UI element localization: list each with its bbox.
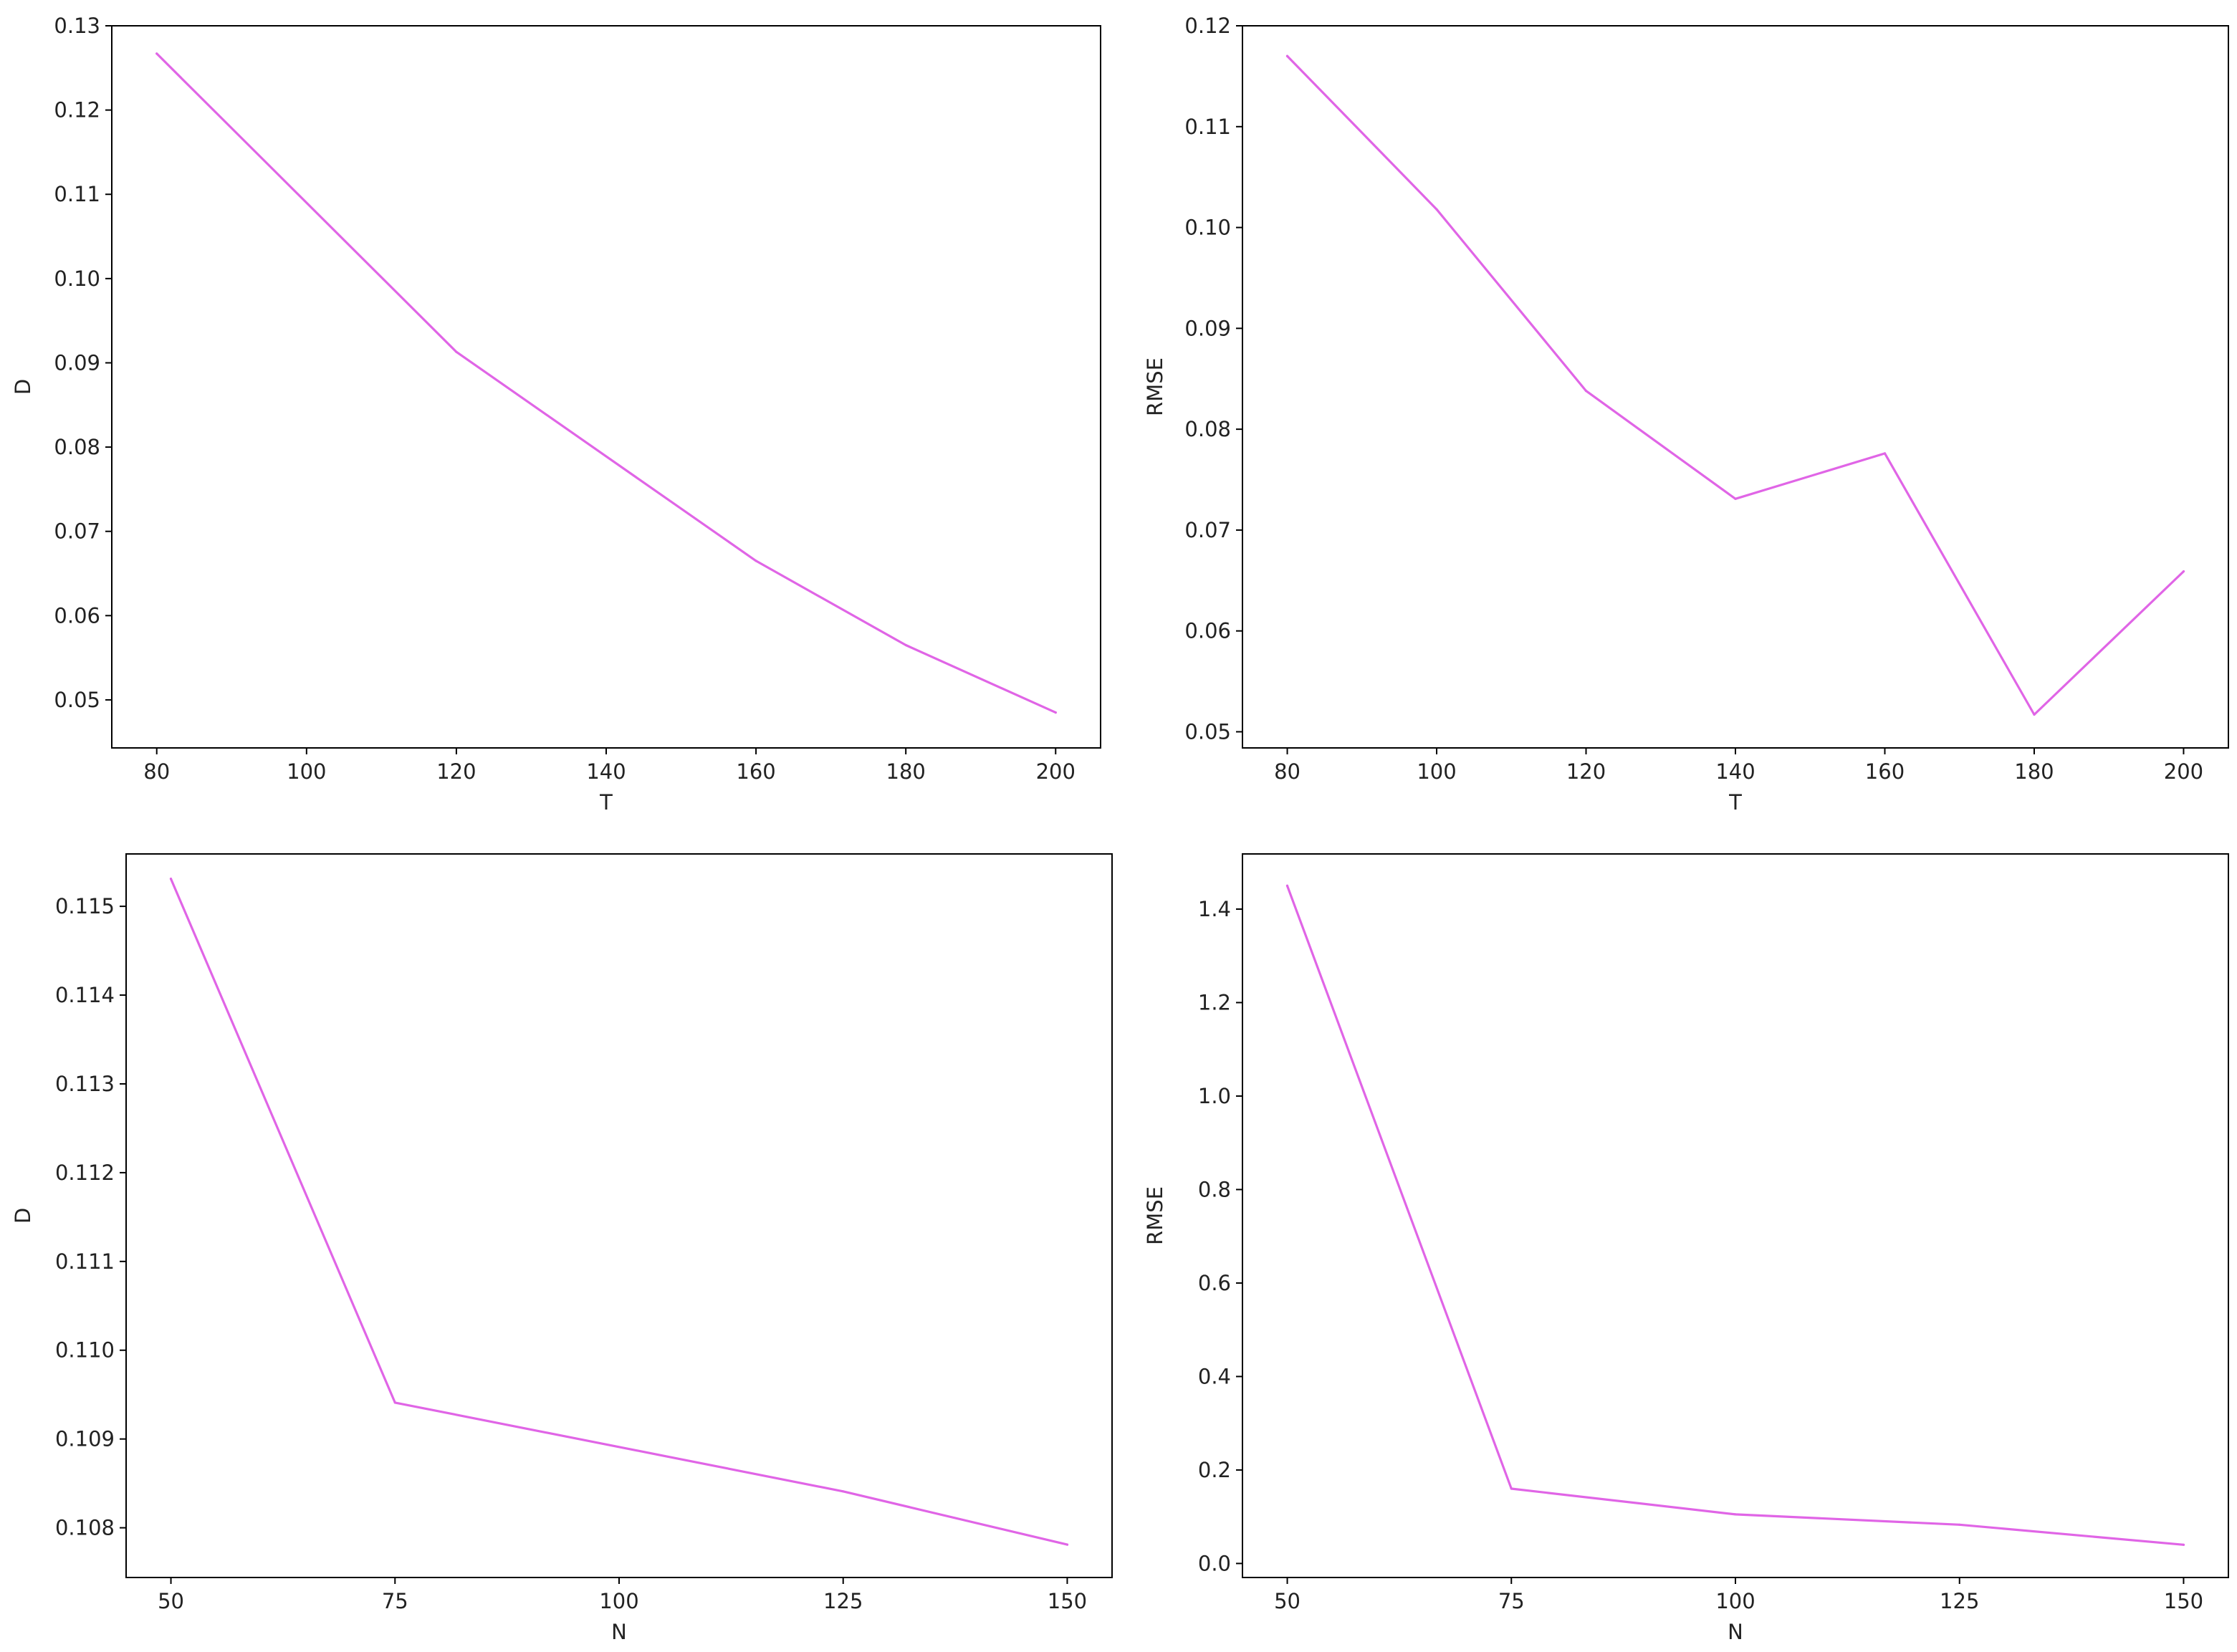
x-tick-label: 140: [1715, 759, 1755, 784]
x-tick-label: 120: [1566, 759, 1606, 784]
y-tick-label: 0.10: [54, 266, 100, 291]
x-tick-label: 100: [1715, 1589, 1755, 1613]
y-tick-label: 0.11: [1184, 115, 1231, 139]
y-tick-label: 0.12: [54, 98, 100, 123]
data-point: [2182, 570, 2185, 573]
y-tick-label: 0.108: [55, 1516, 115, 1540]
y-tick-label: 0.05: [1184, 719, 1231, 744]
y-tick-label: 0.09: [54, 350, 100, 375]
x-axis-label: T: [1728, 790, 1742, 815]
x-tick-label: 140: [586, 759, 626, 784]
series-line: [1285, 54, 2185, 716]
subplot-bottom-left: 50 75 100 125 150 0.108 0.109 0.110 0.111 0.112 0.…: [11, 853, 1113, 1644]
y-tick-label: 0.07: [54, 519, 100, 544]
y-tick-label: 0.08: [54, 435, 100, 459]
data-point: [1734, 497, 1737, 500]
x-tick-label: 50: [1274, 1589, 1300, 1613]
y-tick-label: 0.07: [1184, 518, 1231, 542]
axes-frame: [111, 25, 1101, 749]
subplot-top-right: 80 100 120 140 160 180 200 0.05 0.06 0.07 0.08 0.09…: [1143, 14, 2229, 815]
x-axis-label: T: [599, 790, 613, 815]
x-tick-label: 120: [436, 759, 476, 784]
x-tick-label: 160: [1865, 759, 1905, 784]
y-tick-label: 0.113: [55, 1072, 115, 1096]
y-tick-label: 0.4: [1198, 1364, 1231, 1388]
data-point: [755, 560, 757, 562]
x-tick-label: 150: [1048, 1589, 1087, 1613]
data-point: [155, 52, 158, 55]
data-point: [1734, 1513, 1737, 1516]
series-line: [169, 878, 1069, 1546]
y-tick-label: 0.10: [1184, 216, 1231, 240]
y-tick-label: 0.112: [55, 1161, 115, 1185]
data-point: [1065, 1543, 1069, 1546]
y-tick-label: 0.109: [55, 1427, 115, 1451]
data-point: [2182, 1543, 2185, 1546]
x-tick-label: 75: [1498, 1589, 1525, 1613]
x-axis-label: N: [611, 1620, 627, 1644]
x-tick-label: 80: [143, 759, 170, 784]
subplot-top-left: 80 100 120 140 160 180 200 0.05 0.06 0.07 0.08 0.09…: [11, 14, 1101, 815]
x-tick-label: 160: [736, 759, 775, 784]
y-tick-label: 0.12: [1184, 14, 1231, 38]
x-tick-label: 200: [2164, 759, 2203, 784]
series-line: [155, 52, 1057, 714]
data-point: [1435, 208, 1438, 211]
data-point: [2033, 713, 2036, 716]
y-tick-label: 0.08: [1184, 417, 1231, 441]
y-tick-label: 1.2: [1198, 990, 1231, 1014]
x-tick-label: 100: [1417, 759, 1456, 784]
y-axis-label: D: [11, 379, 35, 395]
data-point: [169, 878, 173, 880]
y-tick-label: 0.05: [54, 688, 100, 712]
y-tick-label: 0.0: [1198, 1551, 1231, 1575]
y-tick-label: 0.6: [1198, 1271, 1231, 1295]
y-tick-label: 1.0: [1198, 1084, 1231, 1108]
y-tick-label: 0.06: [54, 603, 100, 628]
data-point: [455, 350, 458, 353]
x-tick-label: 125: [1940, 1589, 1979, 1613]
data-point: [393, 1401, 396, 1404]
y-tick-label: 0.2: [1198, 1458, 1231, 1482]
data-point: [1584, 390, 1588, 393]
x-tick-label: 100: [599, 1589, 638, 1613]
series-line: [1285, 884, 2185, 1546]
y-tick-label: 0.114: [55, 983, 115, 1007]
axes-frame: [1242, 853, 2229, 1578]
axes-frame: [1242, 25, 2229, 749]
y-axis-label: RMSE: [1143, 1186, 1167, 1245]
y-axis-label: D: [11, 1208, 35, 1224]
x-tick-label: 180: [886, 759, 926, 784]
x-tick-label: 200: [1036, 759, 1076, 784]
y-tick-label: 0.11: [54, 182, 100, 206]
data-point: [842, 1490, 845, 1493]
data-point: [1883, 452, 1887, 455]
y-axis-label: RMSE: [1143, 357, 1167, 416]
axes-frame: [125, 853, 1113, 1578]
y-tick-label: 0.06: [1184, 619, 1231, 643]
y-tick-label: 0.110: [55, 1338, 115, 1363]
x-tick-label: 50: [158, 1589, 184, 1613]
data-point: [1285, 54, 1289, 57]
x-axis-label: N: [1728, 1620, 1743, 1644]
data-point: [1285, 884, 1289, 887]
y-tick-label: 0.09: [1184, 316, 1231, 340]
x-tick-label: 150: [2164, 1589, 2203, 1613]
y-tick-label: 0.8: [1198, 1177, 1231, 1201]
y-tick-label: 0.115: [55, 894, 115, 918]
x-tick-label: 100: [287, 759, 326, 784]
data-point: [1510, 1487, 1513, 1490]
x-tick-label: 125: [823, 1589, 863, 1613]
data-point: [1958, 1523, 1961, 1526]
y-tick-label: 1.4: [1198, 897, 1231, 921]
x-tick-label: 75: [382, 1589, 408, 1613]
x-tick-label: 80: [1274, 759, 1300, 784]
x-tick-label: 180: [2014, 759, 2054, 784]
subplot-bottom-right: 50 75 100 125 150 0.0 0.2 0.4 0.6 0.8 1.0 1.2 1.4 N RM…: [1143, 853, 2229, 1644]
data-point: [904, 643, 907, 647]
y-tick-label: 0.111: [55, 1249, 115, 1274]
y-tick-label: 0.13: [54, 14, 100, 38]
data-point: [1054, 711, 1057, 714]
